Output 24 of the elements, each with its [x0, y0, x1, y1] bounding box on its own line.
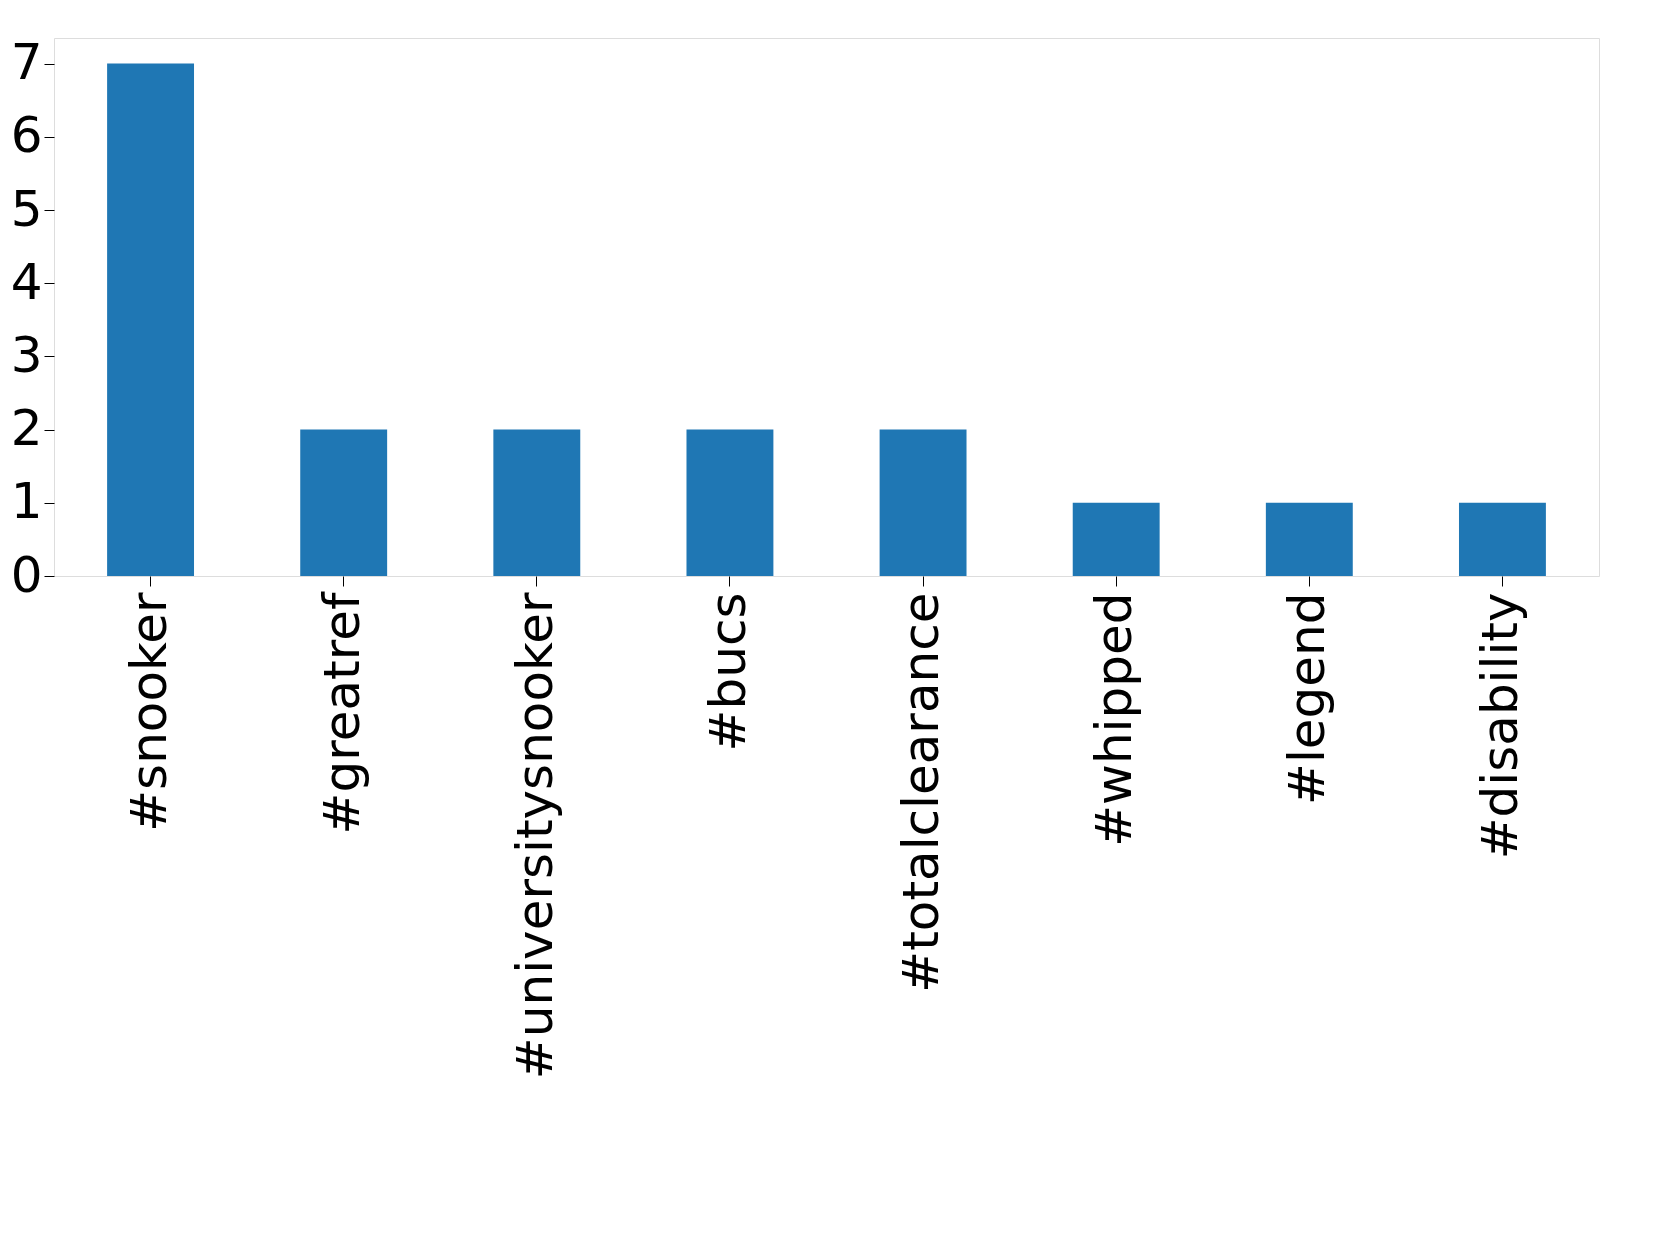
y-tick-label: 4	[10, 252, 43, 311]
y-tick-label: 7	[10, 33, 43, 92]
bar	[300, 429, 388, 576]
x-tick-label: #legend	[1278, 592, 1337, 805]
x-tick-label: #totalclearance	[892, 592, 951, 993]
y-tick-label: 0	[10, 545, 43, 604]
bar	[1265, 502, 1353, 576]
x-tick-label: #snooker	[119, 592, 178, 832]
y-tick-label: 5	[10, 179, 43, 238]
x-tick-label: #bucs	[698, 592, 757, 752]
x-tick-label: #whipped	[1085, 592, 1144, 847]
x-tick-label: #greatref	[312, 591, 371, 835]
x-tick-label: #universitysnooker	[505, 592, 564, 1080]
bar	[107, 63, 195, 576]
bar	[1072, 502, 1160, 576]
bar	[686, 429, 774, 576]
y-tick-label: 2	[10, 399, 43, 458]
bar	[1458, 502, 1546, 576]
y-tick-label: 3	[10, 325, 43, 384]
y-tick-label: 6	[10, 106, 43, 165]
y-tick-label: 1	[10, 472, 43, 531]
bar	[493, 429, 581, 576]
x-tick-label: #disability	[1471, 592, 1530, 860]
bar	[879, 429, 967, 576]
